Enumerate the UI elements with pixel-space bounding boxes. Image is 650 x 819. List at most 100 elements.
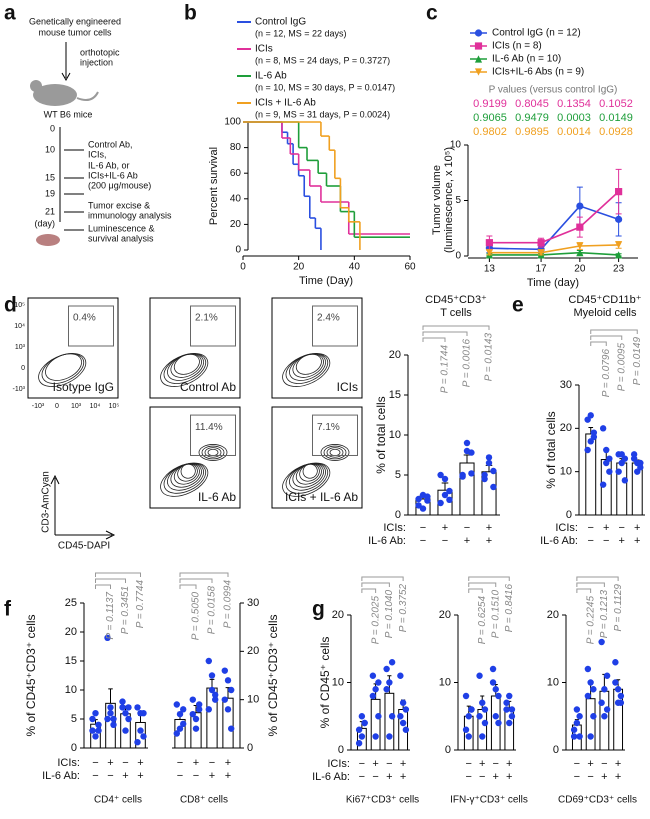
analysis: immunology analysis [88, 210, 172, 220]
group-sign: − [359, 771, 365, 783]
data-point [173, 701, 180, 708]
p-value: 0.9065 [473, 112, 507, 124]
data-point [402, 726, 410, 733]
group-sign: + [486, 522, 492, 534]
data-point [459, 473, 466, 480]
data-point [606, 468, 613, 475]
y-tick-label: 20 [247, 645, 259, 657]
data-point [437, 471, 444, 479]
flow-plot [149, 406, 241, 509]
p-value: P = 0.1137 [105, 592, 116, 640]
group-sign: + [122, 770, 128, 782]
data-point [224, 677, 232, 684]
data-point [634, 468, 641, 475]
series-line [489, 205, 619, 251]
p-value: P = 0.0994 [223, 580, 234, 629]
data-point [180, 706, 187, 713]
plot-label: Control Ab [180, 380, 236, 394]
plot-label: IL-6 Ab [198, 490, 236, 504]
group-sign: + [193, 757, 199, 769]
data-point [173, 730, 180, 737]
data-point [388, 659, 396, 666]
data-point [462, 726, 470, 733]
data-point [134, 739, 141, 746]
group-sign: + [493, 771, 499, 783]
marker [474, 42, 483, 50]
p-value: 0.9199 [473, 98, 507, 110]
data-point [110, 721, 117, 728]
data-point [189, 710, 196, 718]
data-point [399, 719, 407, 727]
flow-xlabel: CD45-DAPI [58, 541, 110, 552]
group-sign: − [588, 522, 594, 534]
y-axis-label: % of total cells [544, 411, 558, 488]
legend-label: IL-6 Ab [255, 71, 287, 82]
schematic: Genetically engineered mouse tumor cells… [29, 16, 172, 246]
group-sign: − [601, 758, 607, 770]
p-value: P = 0.0149 [632, 337, 643, 386]
data-point [176, 725, 184, 732]
data-point [375, 713, 382, 720]
p-value: 0.0003 [557, 112, 591, 124]
data-point [419, 505, 427, 512]
bar [384, 692, 395, 751]
flow-ytick: 10⁵ [14, 302, 25, 309]
marker [474, 68, 483, 76]
data-point [508, 706, 516, 713]
bracket [576, 576, 619, 581]
data-point [441, 491, 449, 499]
x-tick-label: 40 [349, 262, 361, 273]
group-sign: − [619, 522, 625, 534]
group-sign: − [587, 771, 593, 783]
y-tick-label: 10 [332, 676, 344, 688]
group-label: IL-6 Ab: [312, 771, 350, 783]
gate [312, 305, 358, 347]
chart-title: Myeloid cells [574, 307, 637, 319]
data-point [598, 638, 605, 646]
data-point [212, 691, 219, 699]
p-value: P = 0.0796 [601, 349, 612, 398]
data-point [134, 704, 141, 711]
legend-label: ICIs (n = 8) [492, 41, 542, 52]
group-sign: − [92, 757, 98, 769]
bracket [422, 337, 446, 342]
data-point [584, 692, 592, 700]
mouse-icon [36, 234, 60, 246]
treatment: IL-6 Ab, or [88, 160, 130, 170]
group-sign: − [420, 522, 426, 534]
analysis: survival analysis [88, 233, 154, 243]
marker [485, 239, 493, 247]
group-sign: + [386, 771, 392, 783]
data-point [205, 706, 212, 713]
marker [474, 29, 483, 37]
bar [222, 697, 234, 749]
data-point [576, 733, 583, 740]
arrows [64, 149, 84, 231]
flow-plot [271, 406, 363, 509]
y-tick-label: 30 [560, 379, 572, 391]
p-value: P = 0.0158 [207, 586, 218, 635]
gate [190, 414, 236, 456]
marker [576, 249, 584, 257]
x-axis-label: CD8⁺ cells [180, 795, 228, 806]
schematic-title: Genetically engineered [29, 16, 121, 26]
gate-percent: 2.4% [317, 313, 340, 324]
y-tick-label: 20 [547, 609, 559, 621]
day-label: 0 [50, 123, 55, 133]
data-point [637, 459, 644, 467]
y-tick-label: 20 [389, 349, 401, 361]
day-label: (day) [34, 218, 55, 228]
x-tick-label: 20 [574, 264, 586, 275]
data-point [463, 439, 471, 447]
mouse-icon [30, 80, 42, 92]
series-line [489, 251, 619, 256]
marker [576, 202, 584, 210]
marker [615, 251, 623, 259]
p-value: 0.9802 [473, 126, 507, 138]
group-sign: + [479, 758, 485, 770]
bracket [468, 582, 497, 587]
data-point [630, 455, 638, 462]
marker [485, 249, 493, 257]
data-point [415, 495, 422, 503]
panel-label: g [312, 598, 325, 621]
